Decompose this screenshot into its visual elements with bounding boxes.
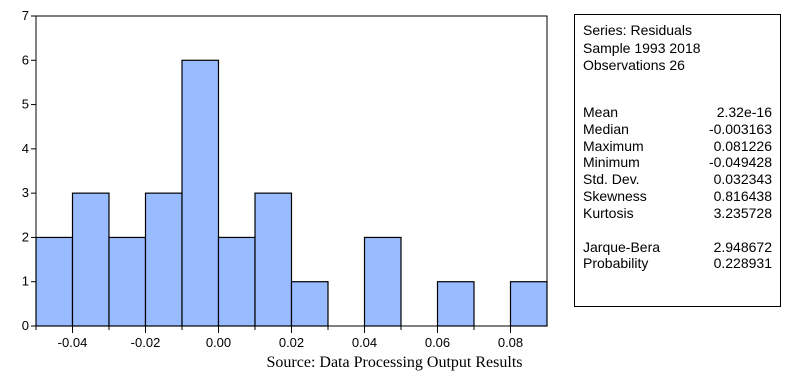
y-tick-label: 5 — [22, 97, 29, 112]
x-tick-label: 0.02 — [279, 335, 304, 350]
stats-row: Std. Dev. 0.032343 — [583, 171, 772, 188]
observations-count: Observations 26 — [583, 57, 685, 73]
stats-row: Jarque-Bera 2.948672 — [583, 239, 772, 256]
stats-spacer — [583, 222, 772, 239]
y-tick-label: 4 — [22, 141, 29, 156]
x-tick-label: -0.04 — [58, 335, 88, 350]
histogram-bar-5 — [217, 236, 256, 327]
stat-label: Std. Dev. — [583, 171, 640, 188]
stats-header: Series: Residuals Sample 1993 2018 Obser… — [583, 22, 701, 75]
stats-row: Median -0.003163 — [583, 121, 772, 138]
source-caption: Source: Data Processing Output Results — [266, 354, 523, 371]
histogram-chart: 0 1 2 3 4 5 6 7 -0.04 -0.02 0.00 0.02 0.04 0.06 0.08 — [22, 8, 548, 350]
y-tick-label: 3 — [22, 185, 29, 200]
histogram-bar-4 — [181, 59, 220, 327]
stat-value: 2.32e-16 — [716, 104, 772, 120]
y-tick-label: 0 — [22, 318, 29, 333]
stats-row: Maximum 0.081226 — [583, 138, 772, 155]
stat-label: Median — [583, 120, 629, 137]
x-tick-label: 0.06 — [425, 335, 450, 350]
stat-value: 0.228931 — [713, 255, 772, 272]
histogram-bar-7 — [290, 281, 329, 327]
y-tick-label: 7 — [22, 8, 29, 23]
y-axis-ticks: 0 1 2 3 4 5 6 7 — [22, 8, 36, 333]
histogram-bar-3 — [144, 192, 183, 327]
histogram-bar-0 — [35, 236, 74, 327]
y-tick-label: 1 — [22, 274, 29, 289]
y-tick-label: 6 — [22, 52, 29, 67]
stats-table: Mean 2.32e-16 Median -0.003163 Maximum 0… — [583, 104, 772, 272]
stat-label: Mean — [583, 104, 619, 120]
stats-row: Probability 0.228931 — [583, 255, 772, 272]
stat-label: Skewness — [583, 187, 647, 204]
descriptive-statistics-panel: Series: Residuals Sample 1993 2018 Obser… — [574, 14, 781, 307]
histogram-bar-11 — [436, 281, 475, 327]
stats-row: Kurtosis 3.235728 — [583, 205, 772, 222]
x-tick-label: 0.00 — [206, 335, 231, 350]
stat-label: Jarque-Bera — [583, 238, 661, 255]
stat-value: 0.081226 — [713, 137, 772, 154]
x-tick-label: 0.08 — [498, 335, 523, 350]
stat-label: Maximum — [583, 137, 644, 154]
stats-row: Mean 2.32e-16 — [583, 104, 772, 121]
stat-label: Probability — [583, 255, 649, 272]
y-tick-label: 2 — [22, 229, 29, 244]
stats-row: Minimum -0.049428 — [583, 154, 772, 171]
stat-label: Minimum — [583, 154, 640, 171]
histogram-bar-6 — [254, 192, 293, 327]
stats-row: Skewness 0.816438 — [583, 188, 772, 205]
histogram-bar-9 — [363, 236, 402, 327]
x-axis-ticks: -0.04 -0.02 0.00 0.02 0.04 0.06 0.08 — [35, 326, 523, 350]
x-tick-label: -0.02 — [131, 335, 161, 350]
stat-value: -0.049428 — [708, 154, 772, 171]
histogram-bar-2 — [108, 236, 147, 327]
stat-label: Kurtosis — [583, 204, 634, 221]
stat-value: 3.235728 — [713, 204, 772, 221]
stat-value: 0.816438 — [713, 187, 772, 204]
stat-value: 2.948672 — [713, 238, 772, 255]
histogram-bar-13 — [509, 281, 548, 327]
stat-value: -0.003163 — [708, 120, 772, 137]
histogram-bar-1 — [71, 192, 110, 327]
stat-value: 0.032343 — [713, 171, 772, 188]
sample-range: Sample 1993 2018 — [583, 39, 701, 56]
x-tick-label: 0.04 — [352, 335, 377, 350]
histogram-bars — [35, 59, 548, 327]
series-name: Series: Residuals — [583, 22, 692, 38]
